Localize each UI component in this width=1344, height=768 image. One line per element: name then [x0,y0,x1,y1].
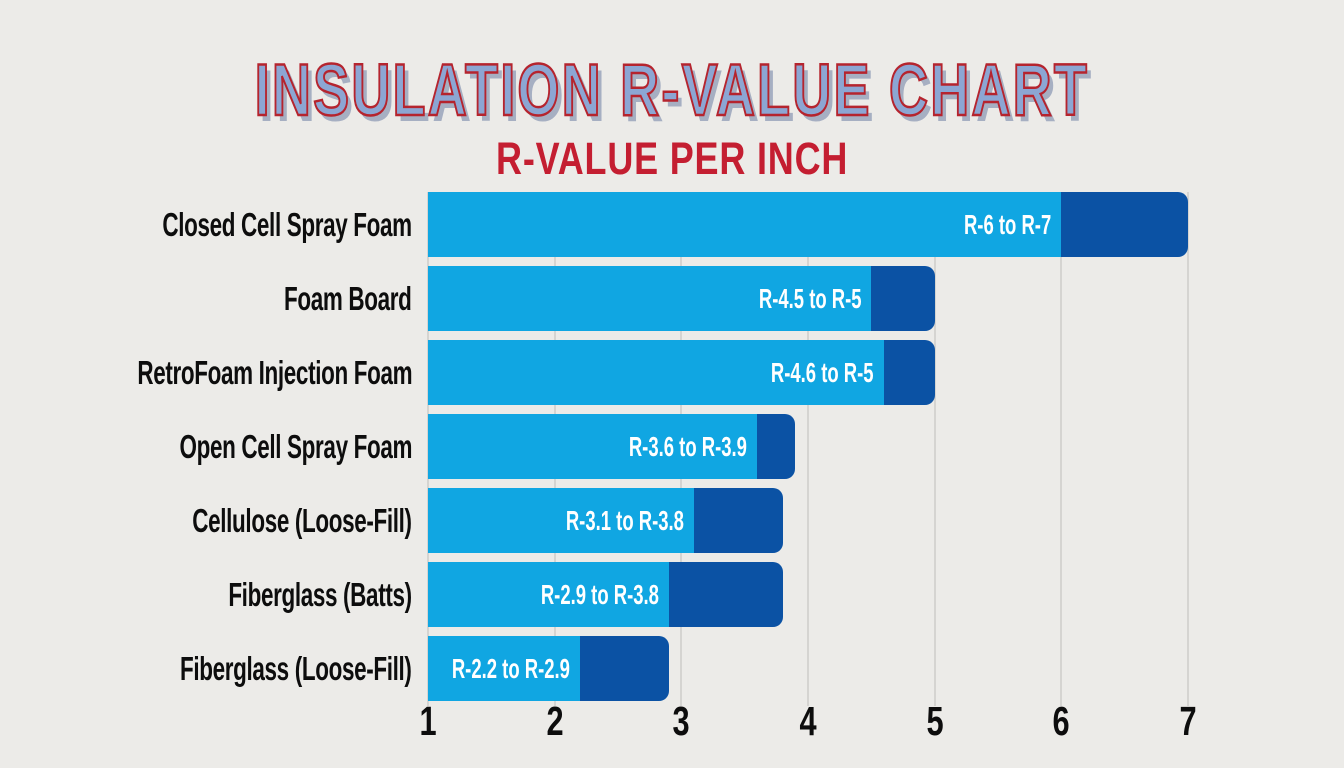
chart-subtitle-text: R-VALUE PER INCH [495,133,849,184]
chart-row: RetroFoam Injection Foam R-4.6 to R-5 [0,340,1188,405]
bar-low-segment: R-4.5 to R-5 [428,266,872,331]
bar-low-segment: R-3.6 to R-3.9 [428,414,758,479]
bar-low-segment: R-2.2 to R-2.9 [428,636,580,701]
x-tick-label: 5 [926,698,944,744]
x-tick-label: 2 [546,698,564,744]
bar-track: R-2.9 to R-3.8 [428,562,1188,627]
bar-category-label: Fiberglass (Batts) [0,562,413,627]
x-tick-label: 3 [672,698,690,744]
bar-range-label: R-3.1 to R-3.8 [565,504,684,536]
bar-low-segment: R-4.6 to R-5 [428,340,884,405]
bar-category-label-text: Cellulose (Loose-Fill) [192,502,413,539]
bar-track: R-4.6 to R-5 [428,340,1188,405]
bar-category-label-text: RetroFoam Injection Foam [137,354,412,391]
bar-range-label: R-2.9 to R-3.8 [540,578,659,610]
bar-category-label-text: Foam Board [284,280,412,317]
chart-title-text: INSULATION R-VALUE CHART [254,50,1090,131]
gridline [1187,192,1189,706]
chart-title: INSULATION R-VALUE CHART [0,50,1344,131]
bar-high-segment [668,562,783,627]
bar-category-label-text: Fiberglass (Loose-Fill) [180,650,412,687]
bar-category-label: RetroFoam Injection Foam [0,340,412,405]
bar-high-segment [884,340,935,405]
x-tick-label: 7 [1179,698,1197,744]
chart-row: Cellulose (Loose-Fill) R-3.1 to R-3.8 [0,488,1188,553]
bar-low-segment: R-3.1 to R-3.8 [428,488,694,553]
bar-low-segment: R-2.9 to R-3.8 [428,562,669,627]
bar-range-label: R-4.6 to R-5 [771,356,874,388]
bar-high-segment [871,266,935,331]
bar-high-segment [1061,192,1188,257]
bar-category-label: Closed Cell Spray Foam [0,192,413,257]
bar-category-label: Cellulose (Loose-Fill) [0,488,413,553]
chart-row: Fiberglass (Batts) R-2.9 to R-3.8 [0,562,1188,627]
bar-track: R-3.6 to R-3.9 [428,414,1188,479]
chart-row: Foam Board R-4.5 to R-5 [0,266,1188,331]
bar-category-label-text: Open Cell Spray Foam [179,428,412,465]
chart-row: Fiberglass (Loose-Fill) R-2.2 to R-2.9 [0,636,1188,701]
bar-high-segment [694,488,783,553]
bar-track: R-6 to R-7 [428,192,1188,257]
bar-high-segment [580,636,669,701]
gridline [1060,192,1063,706]
bar-range-label: R-6 to R-7 [964,208,1052,240]
bar-category-label: Open Cell Spray Foam [0,414,412,479]
bar-rows: Closed Cell Spray Foam R-6 to R-7 Foam Boa… [0,192,1188,710]
x-axis: 1 2 3 4 5 6 7 [419,698,1196,749]
bar-low-segment: R-6 to R-7 [428,192,1062,257]
bar-category-label-text: Closed Cell Spray Foam [162,206,413,243]
chart-row: Open Cell Spray Foam R-3.6 to R-3.9 [0,414,1188,479]
bar-track: R-3.1 to R-3.8 [428,488,1188,553]
bar-category-label: Fiberglass (Loose-Fill) [0,636,412,701]
x-tick-label: 6 [1052,698,1070,744]
bar-category-label: Foam Board [0,266,412,331]
chart-subtitle: R-VALUE PER INCH [0,136,1344,181]
bar-high-segment [757,414,796,479]
bar-range-label: R-2.2 to R-2.9 [451,652,570,684]
bar-track: R-4.5 to R-5 [428,266,1188,331]
bar-track: R-2.2 to R-2.9 [428,636,1188,701]
bar-category-label-text: Fiberglass (Batts) [228,576,413,613]
chart-row: Closed Cell Spray Foam R-6 to R-7 [0,192,1188,257]
bar-range-label: R-3.6 to R-3.9 [629,430,748,462]
x-tick-label: 1 [419,698,437,744]
bar-range-label: R-4.5 to R-5 [758,282,862,314]
gridline [933,192,936,706]
x-tick-label: 4 [799,698,817,744]
gridline [807,192,809,706]
